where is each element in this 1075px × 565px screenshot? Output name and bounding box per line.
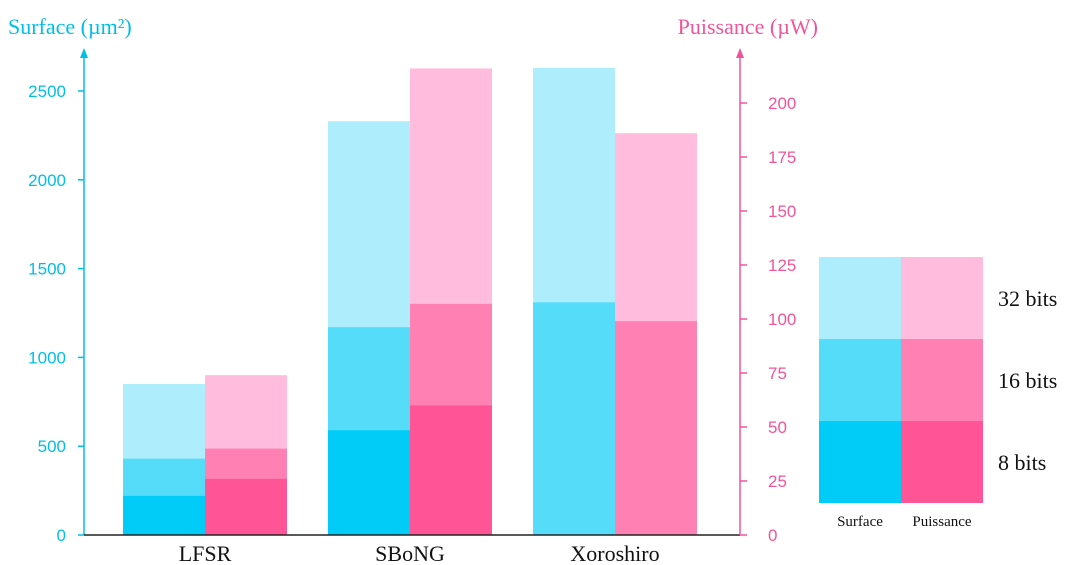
puissance-tick-label: 125 [768,256,796,275]
legend-swatch-surface-32bits [819,257,901,339]
legend-column-label: Puissance [912,514,972,530]
legend-swatch-surface-8bits [819,421,901,503]
puissance-axis-arrow [736,48,744,58]
puissance-tick-label: 25 [768,472,787,491]
puissance-tick-label: 0 [768,526,777,545]
puissance-tick-label: 150 [768,202,796,221]
surface-tick-label: 0 [57,526,66,545]
bar-surface-xoroshiro-16bits [533,302,615,535]
bar-puissance-sbong-8bits [410,405,492,535]
legend-swatch-surface-16bits [819,339,901,421]
surface-tick-label: 1000 [28,348,66,367]
surface-tick-label: 500 [38,437,66,456]
bar-puissance-lfsr-8bits [205,478,287,535]
legend-row-label: 16 bits [998,368,1057,393]
puissance-axis-ticks: 0 25 50 75 100 125 150 175 200 [740,94,796,545]
puissance-tick-label: 200 [768,94,796,113]
surface-axis-arrow [80,48,88,58]
legend-row-label: 32 bits [998,286,1057,311]
x-tick-label-lfsr: LFSR [179,541,232,565]
x-tick-label-sbong: SBoNG [375,541,445,565]
legend-row-label: 8 bits [998,450,1046,475]
surface-tick-label: 1500 [28,260,66,279]
surface-axis: 0 500 1000 1500 2000 2500 Surface (µm²) [8,14,132,545]
surface-axis-title: Surface (µm²) [8,14,132,39]
surface-axis-ticks: 0 500 1000 1500 2000 2500 [28,82,84,545]
puissance-tick-label: 75 [768,364,787,383]
legend-column-label: Surface [837,514,883,530]
x-tick-label-xoroshiro: Xoroshiro [570,541,659,565]
puissance-tick-label: 50 [768,418,787,437]
bar-puissance-xoroshiro-16bits [615,321,697,535]
legend-swatch-puissance-8bits [901,421,983,503]
bar-surface-lfsr-8bits [123,495,205,535]
puissance-axis: 0 25 50 75 100 125 150 175 200 Puissance (µW) [678,14,818,545]
surface-tick-label: 2500 [28,82,66,101]
bars-group [123,67,697,536]
legend-swatch-puissance-16bits [901,339,983,421]
puissance-tick-label: 175 [768,148,796,167]
puissance-tick-label: 100 [768,310,796,329]
surface-tick-label: 2000 [28,171,66,190]
legend: 32 bits 16 bits 8 bits Surface Puissance [819,257,1057,530]
legend-swatch-puissance-32bits [901,257,983,339]
bar-surface-sbong-8bits [328,430,410,535]
x-axis-labels: LFSR SBoNG Xoroshiro [179,541,660,565]
puissance-axis-title: Puissance (µW) [678,14,818,39]
